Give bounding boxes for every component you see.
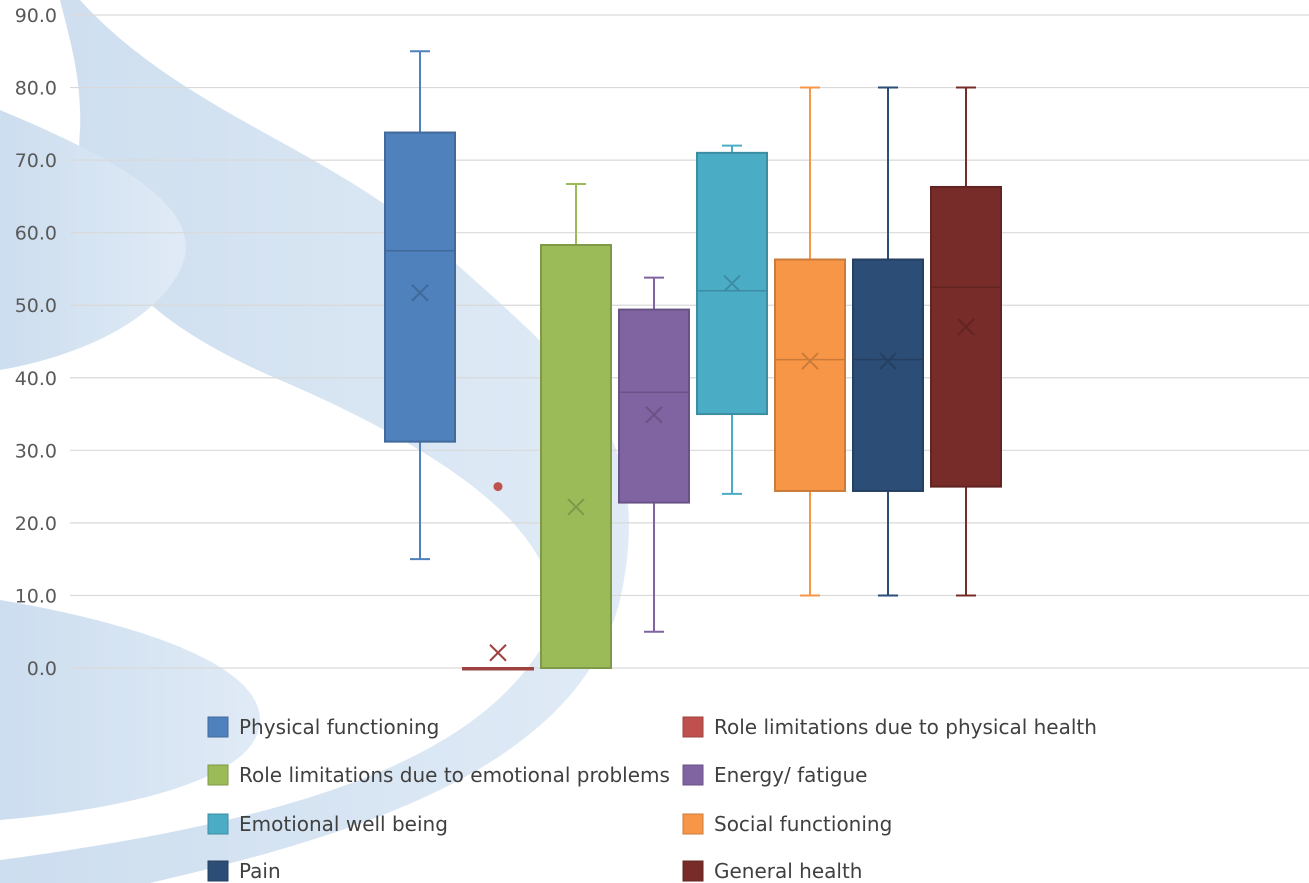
box-series xyxy=(384,50,1002,671)
legend-swatch xyxy=(682,813,704,835)
mean-marker xyxy=(723,274,741,293)
y-tick-label: 90.0 xyxy=(15,5,57,27)
y-tick-label: 70.0 xyxy=(15,150,57,172)
background-watermark xyxy=(0,0,629,883)
legend-label: Emotional well being xyxy=(239,812,448,836)
legend-item: Social functioning xyxy=(682,812,892,836)
mean-marker xyxy=(567,498,585,516)
box-iqr xyxy=(618,308,690,504)
box-iqr xyxy=(540,244,612,670)
box-1 xyxy=(462,482,534,671)
legend-item: General health xyxy=(682,859,863,883)
legend-label: General health xyxy=(714,859,863,883)
box-iqr xyxy=(384,131,456,443)
box-6 xyxy=(852,86,924,597)
outlier-point xyxy=(493,482,503,492)
y-tick-label: 0.0 xyxy=(27,658,57,680)
box-iqr xyxy=(930,185,1002,488)
mean-marker xyxy=(411,284,429,302)
legend-item: Pain xyxy=(207,859,281,883)
box-3 xyxy=(618,276,690,633)
legend-item: Physical functioning xyxy=(207,715,439,739)
legend-label: Energy/ fatigue xyxy=(714,763,868,787)
mean-marker xyxy=(645,406,663,424)
legend-label: Pain xyxy=(239,859,281,883)
y-tick-label: 20.0 xyxy=(15,513,57,535)
box-iqr xyxy=(852,258,924,492)
legend-swatch xyxy=(682,716,704,738)
legend-item: Emotional well being xyxy=(207,812,448,836)
mean-marker xyxy=(879,352,897,370)
legend-swatch xyxy=(682,860,704,882)
y-axis: 0.0 10.0 20.0 30.0 40.0 50.0 60.0 70.0 80.0 90.0 xyxy=(15,5,57,680)
mean-marker xyxy=(489,644,507,662)
legend-label: Social functioning xyxy=(714,812,892,836)
legend-swatch xyxy=(207,764,229,786)
legend-label: Role limitations due to physical health xyxy=(714,715,1097,739)
mean-marker xyxy=(957,318,975,336)
legend-item: Role limitations due to emotional proble… xyxy=(207,763,670,787)
box-7 xyxy=(930,86,1002,597)
y-tick-label: 80.0 xyxy=(15,78,57,100)
box-5 xyxy=(774,86,846,597)
box-iqr xyxy=(774,258,846,492)
y-tick-label: 50.0 xyxy=(15,295,57,317)
y-tick-label: 10.0 xyxy=(15,585,57,607)
legend-swatch xyxy=(207,716,229,738)
legend-label: Physical functioning xyxy=(239,715,439,739)
mean-marker xyxy=(801,352,819,370)
y-tick-label: 30.0 xyxy=(15,440,57,462)
legend-swatch xyxy=(207,860,229,882)
box-0 xyxy=(384,50,456,561)
y-tick-label: 40.0 xyxy=(15,368,57,390)
box-4 xyxy=(696,144,768,495)
y-tick-label: 60.0 xyxy=(15,223,57,245)
legend-item: Energy/ fatigue xyxy=(682,763,868,787)
legend-item: Role limitations due to physical health xyxy=(682,715,1097,739)
legend-swatch xyxy=(682,764,704,786)
legend-swatch xyxy=(207,813,229,835)
legend-label: Role limitations due to emotional proble… xyxy=(239,763,670,787)
legend: Physical functioning Role limitations due… xyxy=(207,715,1097,883)
box-2 xyxy=(540,183,612,670)
